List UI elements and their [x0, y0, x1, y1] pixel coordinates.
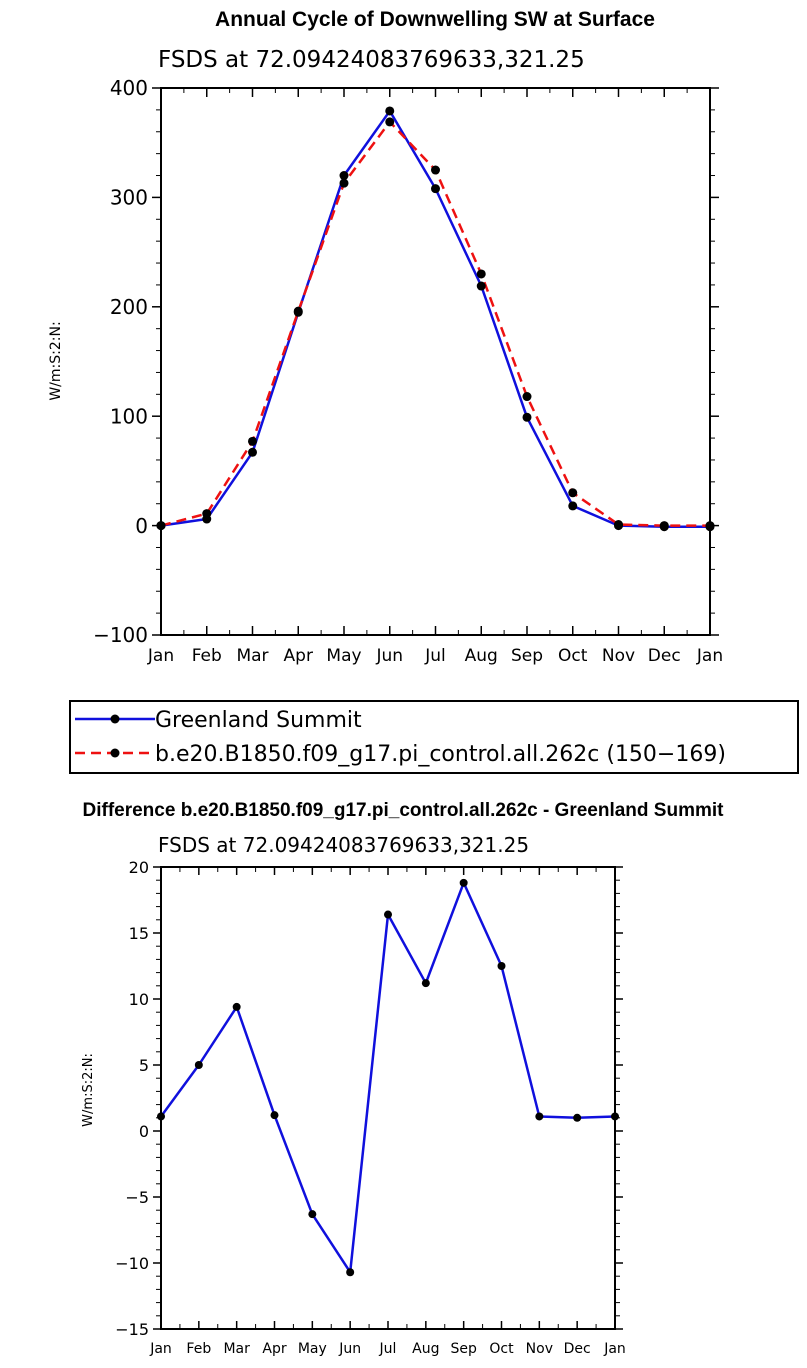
chart2-series-1-line: [159, 881, 616, 1274]
chart2-xtick-label: Jul: [379, 1341, 397, 1357]
chart2-xtick-label: Apr: [262, 1341, 286, 1357]
chart2-xtick-label: Jan: [149, 1341, 172, 1357]
chart1-series-2-point: [476, 269, 486, 279]
chart2-ytick-label: 20: [129, 858, 149, 877]
chart2-ytick-label: 15: [129, 924, 149, 943]
chart1-ytick-label: 0: [135, 514, 148, 538]
chart2-subtitle: FSDS at 72.09424083769633,321.25: [158, 833, 529, 857]
chart1-xtick-label: May: [326, 646, 361, 666]
chart2-series-1-point: [157, 1112, 165, 1121]
chart1-series-1-point: [568, 501, 578, 511]
chart2-series-1-point: [459, 878, 468, 887]
chart1-series-2-point: [293, 306, 303, 316]
chart2-series-1-point: [270, 1111, 279, 1120]
chart1-xtick-label: Jan: [147, 646, 174, 666]
chart1-xtick-label: Apr: [284, 646, 313, 666]
chart2-series-1-point: [308, 1210, 317, 1219]
chart1-series-2-point: [568, 488, 578, 498]
chart2-xtick-label: Mar: [223, 1341, 250, 1357]
chart1-series-2-point: [659, 521, 669, 531]
chart1-series-1-point: [248, 447, 257, 457]
chart1-series-2-point: [202, 509, 212, 519]
chart1-xtick-label: Nov: [602, 646, 635, 666]
legend-label-greenland: Greenland Summit: [155, 708, 362, 733]
chart2-ytick-label: −5: [125, 1188, 149, 1207]
chart2-series-1-point: [232, 1002, 241, 1011]
chart1-xtick-label: Jun: [375, 646, 403, 666]
chart2-frame: [160, 866, 616, 1330]
chart1-series-1-point: [385, 106, 395, 116]
chart2-xtick-label: Oct: [489, 1341, 514, 1357]
chart1-ytick-label: 300: [110, 186, 148, 210]
chart1-series-2-point: [156, 521, 166, 531]
chart1-series-1-point: [476, 281, 486, 291]
chart2-xtick-label: Jun: [338, 1341, 361, 1357]
chart1-series-2-point: [614, 520, 623, 530]
chart1-ytick-label: −100: [93, 623, 148, 647]
chart1-series-1-point: [339, 171, 349, 181]
chart1-xtick-label: Jul: [424, 646, 446, 666]
chart1-y-axis-label: W/m:S:2:N:: [48, 321, 64, 400]
chart1-xtick-label: Mar: [236, 646, 268, 666]
chart1-series-2-point: [705, 521, 715, 531]
chart2-series-1-point: [573, 1113, 582, 1122]
chart2-xtick-label: Sep: [450, 1341, 477, 1357]
chart2-series-1-point: [194, 1061, 203, 1069]
chart2-series-1-point: [346, 1268, 355, 1277]
chart1-series-1-point: [522, 412, 532, 422]
chart2-series-1-point: [421, 979, 430, 988]
chart2-series-1-point: [497, 962, 506, 970]
chart2-xtick-label: May: [298, 1341, 327, 1357]
chart1-xtick-label: Oct: [558, 646, 588, 666]
chart1-xtick-label: Jan: [696, 646, 723, 666]
chart1-ytick-label: 200: [110, 295, 148, 319]
chart2-title: Difference b.e20.B1850.f09_g17.pi_contro…: [83, 800, 725, 821]
chart1-series-2-point: [339, 178, 349, 188]
chart1-subtitle: FSDS at 72.09424083769633,321.25: [158, 47, 585, 73]
chart2-ytick-label: 0: [139, 1122, 149, 1141]
chart1-series-2-point: [522, 392, 532, 402]
chart2-ytick-label: 5: [139, 1056, 149, 1075]
chart1-series-2-point: [248, 436, 257, 446]
chart2-ytick-label: −15: [115, 1320, 149, 1339]
chart1-series-2-point: [431, 165, 440, 175]
chart1-xtick-label: Dec: [648, 646, 681, 666]
chart2-xtick-label: Jan: [603, 1341, 626, 1357]
chart1-xtick-label: Sep: [511, 646, 543, 666]
chart2-ytick-label: −10: [115, 1254, 149, 1273]
chart1-series-2-point: [385, 117, 395, 127]
chart1-xtick-label: Feb: [192, 646, 222, 666]
chart2-xtick-label: Dec: [564, 1341, 591, 1357]
chart2-xtick-label: Nov: [526, 1341, 553, 1357]
legend-box: [69, 700, 799, 774]
chart1-plot: Jan Feb Mar Apr May Jun Jul Aug Sep Oct Nov Dec Jan−…: [93, 76, 723, 666]
chart1-ytick-label: 400: [110, 76, 148, 100]
chart1-ytick-label: 100: [110, 404, 148, 428]
legend-marker-model: [110, 748, 120, 758]
chart1-series-1-point: [431, 184, 440, 194]
chart2-series-1-point: [611, 1112, 619, 1121]
chart2-xtick-label: Feb: [186, 1341, 211, 1357]
legend: Greenland Summit b.e20.B1850.f09_g17.pi_…: [69, 700, 799, 774]
chart2-y-axis-label: W/m:S:2:N:: [81, 1053, 96, 1127]
legend-marker-greenland: [110, 714, 120, 724]
legend-label-model: b.e20.B1850.f09_g17.pi_control.all.262c …: [155, 742, 726, 767]
chart2-series-1-point: [535, 1112, 544, 1121]
chart1-xtick-label: Aug: [465, 646, 498, 666]
chart2-plot: Jan Feb Mar Apr May Jun Jul Aug Sep Oct Nov Dec Jan−…: [115, 858, 626, 1357]
chart2-xtick-label: Aug: [412, 1341, 439, 1357]
chart1-title: Annual Cycle of Downwelling SW at Surfac…: [215, 8, 655, 31]
chart2-ytick-label: 10: [129, 990, 149, 1009]
chart2-series-1-point: [384, 910, 392, 919]
